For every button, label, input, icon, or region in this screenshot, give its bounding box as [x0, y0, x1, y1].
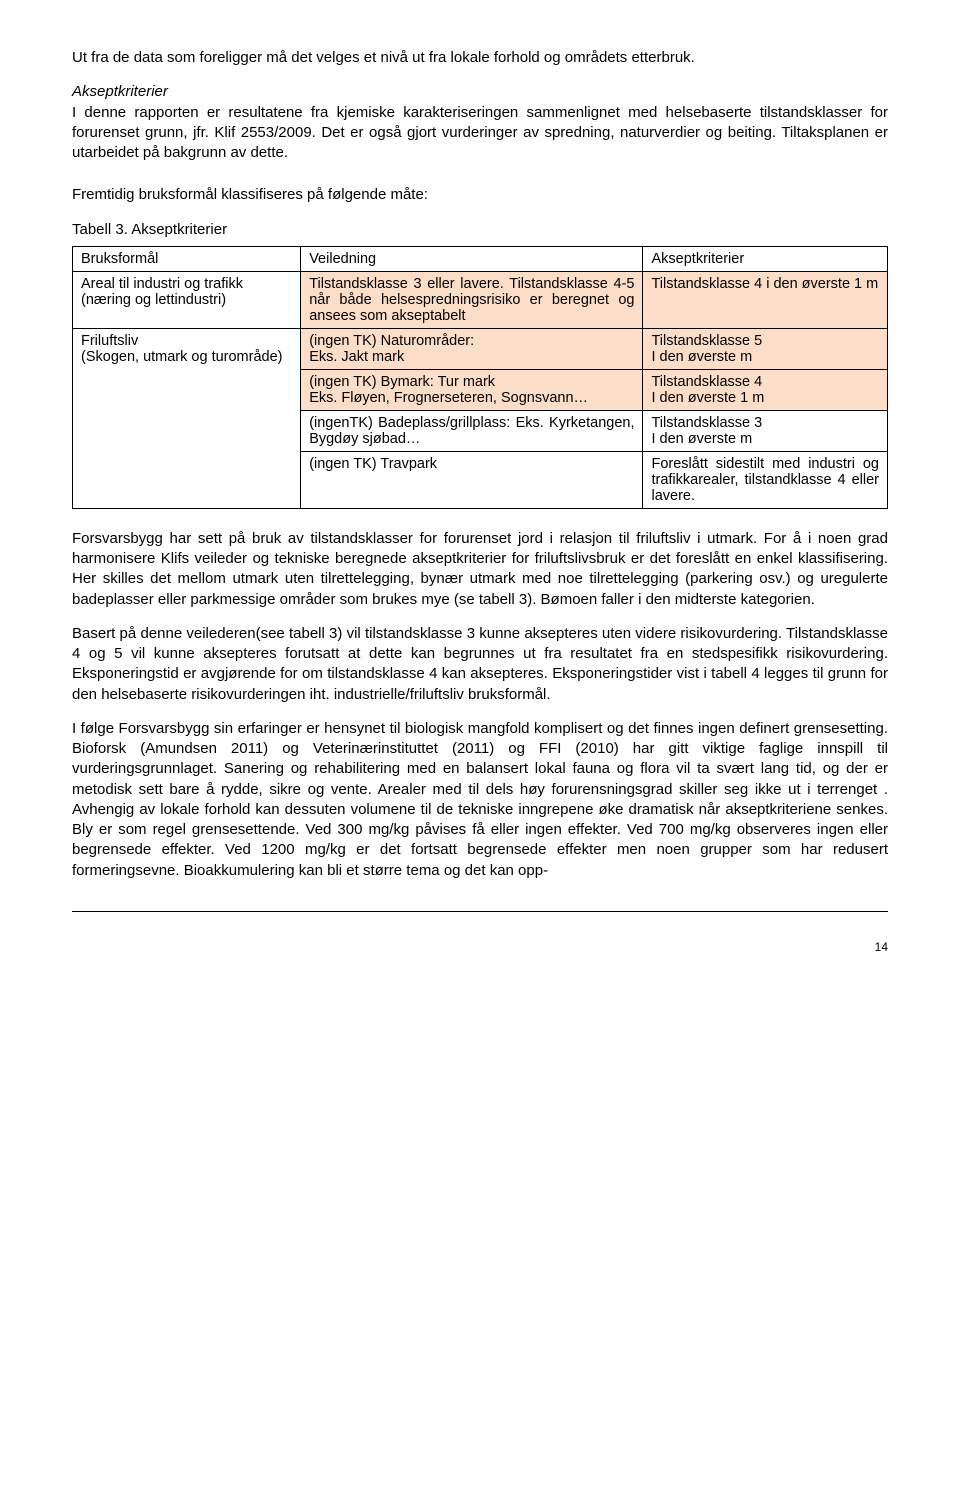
- cell-aks-2: Tilstandsklasse 4 I den øverste 1 m: [643, 369, 888, 410]
- cell-aks-1: Tilstandsklasse 5 I den øverste m: [643, 328, 888, 369]
- cell-bruk-1: Friluftsliv (Skogen, utmark og turområde…: [73, 328, 301, 508]
- table-row: Friluftsliv (Skogen, utmark og turområde…: [73, 328, 888, 369]
- intro-para-2: I denne rapporten er resultatene fra kje…: [72, 103, 888, 164]
- th-veiledning: Veiledning: [301, 246, 643, 271]
- aksept-table: Bruksformål Veiledning Akseptkriterier A…: [72, 246, 888, 509]
- cell-veil-4: (ingen TK) Travpark: [301, 451, 643, 508]
- cell-aks-4: Foreslått sidestilt med industri og traf…: [643, 451, 888, 508]
- table-caption: Tabell 3. Akseptkriterier: [72, 220, 888, 240]
- cell-aks-0: Tilstandsklasse 4 i den øverste 1 m: [643, 271, 888, 328]
- body-para-1: Forsvarsbygg har sett på bruk av tilstan…: [72, 529, 888, 610]
- table-header-row: Bruksformål Veiledning Akseptkriterier: [73, 246, 888, 271]
- intro-para-3: Fremtidig bruksformål klassifiseres på f…: [72, 185, 888, 205]
- body-para-2: Basert på denne veilederen(see tabell 3)…: [72, 624, 888, 705]
- body-para-3: I følge Forsvarsbygg sin erfaringer er h…: [72, 719, 888, 881]
- cell-aks-3: Tilstandsklasse 3 I den øverste m: [643, 410, 888, 451]
- cell-bruk-0: Areal til industri og trafikk (næring og…: [73, 271, 301, 328]
- cell-veil-2: (ingen TK) Bymark: Tur mark Eks. Fløyen,…: [301, 369, 643, 410]
- cell-veil-0: Tilstandsklasse 3 eller lavere. Tilstand…: [301, 271, 643, 328]
- page-number: 14: [72, 940, 888, 954]
- footer-rule: [72, 911, 888, 912]
- aksept-heading: Akseptkriterier: [72, 82, 888, 102]
- cell-veil-3: (ingenTK) Badeplass/grillplass: Eks. Kyr…: [301, 410, 643, 451]
- cell-veil-1: (ingen TK) Naturområder: Eks. Jakt mark: [301, 328, 643, 369]
- intro-para-1: Ut fra de data som foreligger må det vel…: [72, 48, 888, 68]
- th-bruksformal: Bruksformål: [73, 246, 301, 271]
- table-row: Areal til industri og trafikk (næring og…: [73, 271, 888, 328]
- th-aksept: Akseptkriterier: [643, 246, 888, 271]
